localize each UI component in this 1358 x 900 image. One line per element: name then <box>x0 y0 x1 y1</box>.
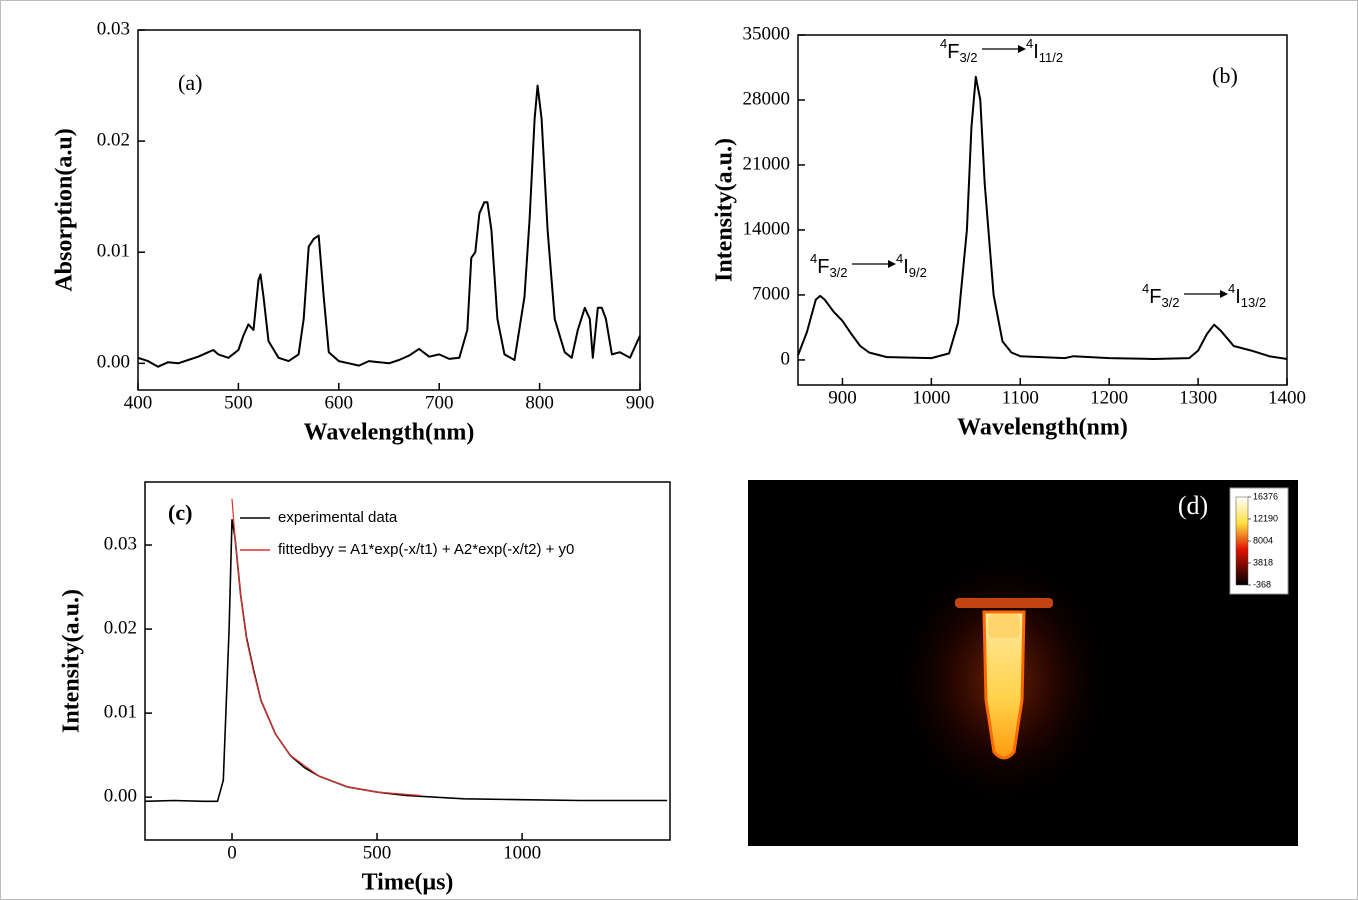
term-sup: 4 <box>1026 36 1033 51</box>
term-base: I <box>1235 286 1241 308</box>
colorbar <box>1235 496 1249 586</box>
legend-label: experimental data <box>278 509 398 526</box>
x-tick-label: 1400 <box>1268 387 1306 408</box>
x-tick-label: 1300 <box>1179 387 1217 408</box>
term-sup: 4 <box>1142 281 1149 296</box>
colorbar-label: -368 <box>1253 579 1271 589</box>
tube-cap <box>955 598 1053 608</box>
term-sub: 3/2 <box>959 50 977 65</box>
term-base: F <box>1149 286 1161 308</box>
x-tick-label: 500 <box>363 842 392 863</box>
term-sub: 11/2 <box>1039 50 1063 65</box>
y-tick-label: 0.03 <box>104 533 137 554</box>
term: 4I11/2 <box>1026 36 1063 65</box>
y-tick-label: 35000 <box>743 23 791 44</box>
x-tick-label: 900 <box>626 392 655 413</box>
x-tick-label: 0 <box>227 842 237 863</box>
term-base: F <box>817 256 829 278</box>
y-tick-label: 7000 <box>752 283 790 304</box>
transition-arrowhead <box>888 260 896 268</box>
term-sup: 4 <box>940 36 947 51</box>
term-sup: 4 <box>1228 281 1235 296</box>
y-tick-label: 14000 <box>743 218 791 239</box>
y-axis-label: Intensity(a.u.) <box>712 138 738 282</box>
colorbar-label: 12190 <box>1253 513 1278 523</box>
y-tick-label: 0.00 <box>104 786 137 807</box>
y-tick-label: 0.03 <box>97 18 130 39</box>
x-tick-label: 500 <box>224 392 253 413</box>
x-tick-label: 1100 <box>1002 387 1039 408</box>
colorbar-label: 3818 <box>1253 557 1273 567</box>
panel-label: (c) <box>168 500 192 525</box>
y-tick-label: 28000 <box>743 88 791 109</box>
colorbar-label: 8004 <box>1253 535 1273 545</box>
x-tick-label: 400 <box>124 392 153 413</box>
legend-label: fittedbyy = A1*exp(-x/t1) + A2*exp(-x/t2… <box>278 541 574 558</box>
term: 4I9/2 <box>896 251 927 280</box>
y-tick-label: 21000 <box>743 153 791 174</box>
y-tick-label: 0.01 <box>97 241 130 262</box>
x-tick-label: 1000 <box>912 387 950 408</box>
term-base: F <box>947 41 959 63</box>
colorbar-label: 16376 <box>1253 491 1278 501</box>
y-tick-label: 0 <box>781 348 791 369</box>
panel-label: (d) <box>1178 491 1208 520</box>
data-line <box>231 498 421 797</box>
term-sup: 4 <box>896 251 903 266</box>
term: 4F3/2 <box>810 251 848 280</box>
x-axis-label: Wavelength(nm) <box>957 415 1128 441</box>
x-tick-label: 700 <box>425 392 454 413</box>
term-sub: 9/2 <box>909 265 927 280</box>
plot-frame <box>797 34 1288 386</box>
y-axis-label: Absorption(a.u) <box>52 128 78 291</box>
y-axis-label: Intensity(a.u.) <box>59 589 85 733</box>
term-sup: 4 <box>810 251 817 266</box>
term-sub: 3/2 <box>829 265 847 280</box>
panel-label: (b) <box>1212 63 1238 88</box>
term-base: I <box>1033 41 1039 63</box>
term-sub: 3/2 <box>1161 295 1179 310</box>
term-base: I <box>903 256 909 278</box>
data-line <box>137 84 641 368</box>
x-tick-label: 800 <box>525 392 554 413</box>
x-tick-label: 1000 <box>503 842 541 863</box>
term-sub: 13/2 <box>1241 295 1266 310</box>
transition-arrowhead <box>1018 45 1026 53</box>
tube <box>982 610 1026 760</box>
x-axis-label: Wavelength(nm) <box>304 420 475 446</box>
y-tick-label: 0.02 <box>97 129 130 150</box>
tube-top <box>988 614 1020 638</box>
term: 4F3/2 <box>940 36 978 65</box>
x-axis-label: Time(μs) <box>362 870 454 896</box>
y-tick-label: 0.00 <box>97 352 130 373</box>
term: 4I13/2 <box>1228 281 1266 310</box>
transition-arrowhead <box>1220 290 1228 298</box>
term: 4F3/2 <box>1142 281 1180 310</box>
data-line <box>797 75 1288 360</box>
x-tick-label: 900 <box>828 387 857 408</box>
y-tick-label: 0.02 <box>104 617 137 638</box>
plot-frame <box>137 29 641 391</box>
panel-label: (a) <box>178 70 202 95</box>
x-tick-label: 600 <box>325 392 354 413</box>
y-tick-label: 0.01 <box>104 701 137 722</box>
x-tick-label: 1200 <box>1090 387 1128 408</box>
plot-frame <box>144 481 671 841</box>
